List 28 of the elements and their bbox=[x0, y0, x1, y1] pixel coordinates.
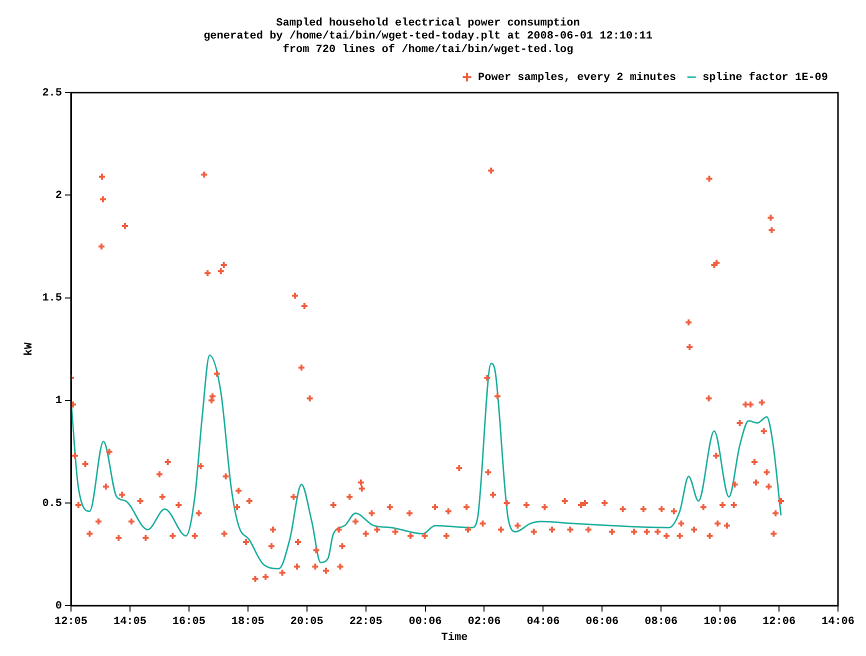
y-axis-title: kW bbox=[23, 342, 36, 356]
x-tick-label: 14:05 bbox=[113, 616, 147, 628]
x-tick-label: 12:06 bbox=[762, 616, 796, 628]
x-tick-label: 10:06 bbox=[704, 616, 737, 628]
x-tick-label: 08:06 bbox=[644, 616, 678, 628]
chart-subtitle: generated by /home/tai/bin/wget-ted-today.plt at 2008-06-01 12:10:11 bbox=[204, 30, 653, 43]
x-tick-label: 16:05 bbox=[172, 616, 206, 628]
y-tick-label: 1.5 bbox=[42, 292, 62, 305]
line-series bbox=[71, 354, 782, 570]
x-tick-label: 02:06 bbox=[468, 616, 501, 628]
y-tick-label: 0 bbox=[55, 600, 62, 612]
x-tick-label: 00:06 bbox=[408, 616, 442, 628]
x-tick-label: 22:05 bbox=[349, 616, 383, 628]
y-tick-label: 0.5 bbox=[42, 498, 62, 510]
x-tick-label: 04:06 bbox=[526, 616, 560, 628]
y-tick-label: 2.5 bbox=[42, 87, 62, 100]
chart-title: Sampled household electrical power consumption bbox=[276, 17, 580, 30]
x-tick-label: 12:05 bbox=[54, 616, 88, 628]
text: from 720 lines of /home/tai/bin/wget-ted.log bbox=[282, 42, 574, 56]
x-tick-label: 14:06 bbox=[821, 616, 855, 628]
legend-label: spline factor 1E-09 bbox=[702, 70, 828, 84]
y-tick-label: 2 bbox=[55, 190, 62, 202]
x-tick-label: 20:05 bbox=[290, 616, 324, 628]
y-tick-label: 1 bbox=[55, 395, 62, 408]
x-axis-title: Time bbox=[441, 632, 468, 644]
legend-label: Power samples, every 2 minutes bbox=[478, 72, 676, 84]
x-tick-label: 18:05 bbox=[231, 616, 265, 628]
x-tick-label: 06:06 bbox=[586, 616, 619, 628]
